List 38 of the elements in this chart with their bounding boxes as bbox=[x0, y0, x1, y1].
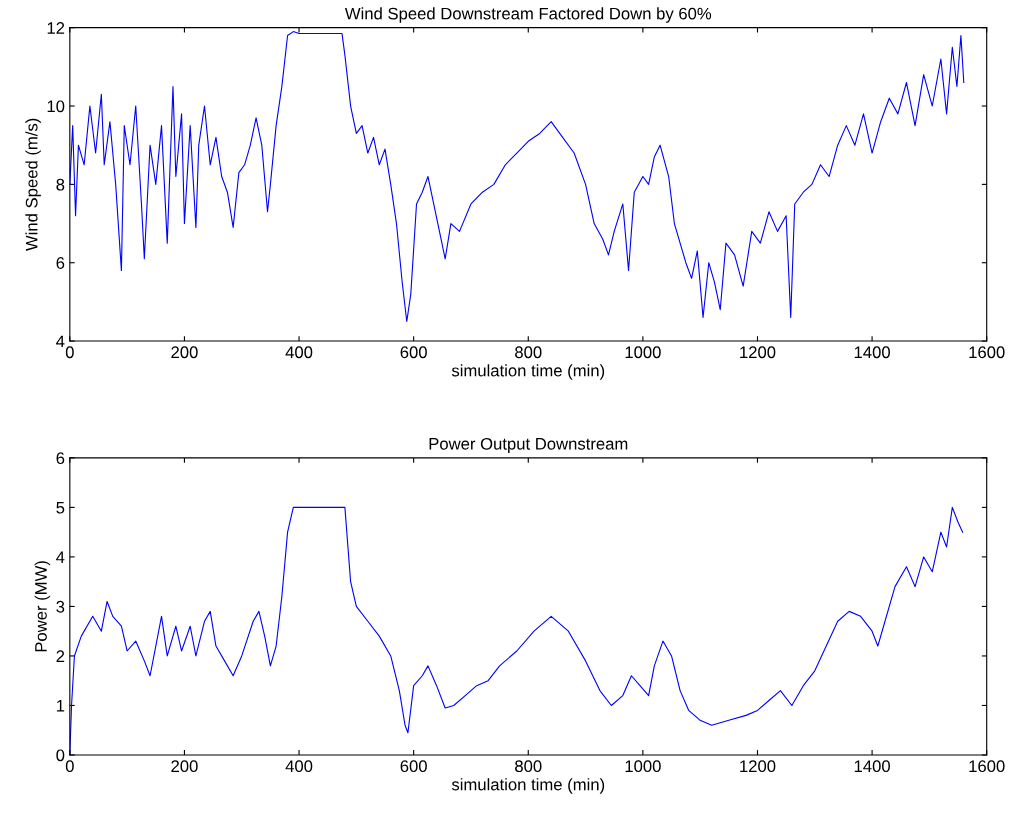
line-series bbox=[69, 506, 964, 755]
y-axis-title: Wind Speed (m/s) bbox=[25, 118, 41, 251]
chart-title: Wind Speed Downstream Factored Down by 60% bbox=[344, 7, 712, 23]
y-tick-label: 0 bbox=[56, 749, 65, 762]
x-tick-label: 400 bbox=[285, 760, 313, 773]
y-tick-label: 10 bbox=[47, 100, 65, 113]
y-tick-label: 8 bbox=[56, 178, 65, 191]
y-tick-label: 3 bbox=[56, 600, 65, 613]
chart-title: Power Output Downstream bbox=[429, 437, 628, 453]
x-tick-label: 0 bbox=[65, 346, 74, 359]
y-tick-label: 12 bbox=[47, 22, 65, 34]
y-tick-label: 6 bbox=[56, 257, 65, 269]
x-tick-label: 1200 bbox=[740, 760, 776, 773]
x-tick-label: 1200 bbox=[740, 346, 776, 359]
x-axis-title: simulation time (min) bbox=[451, 364, 605, 380]
x-tick-label: 600 bbox=[400, 346, 427, 359]
y-tick-label: 4 bbox=[56, 551, 65, 563]
y-tick-label: 4 bbox=[56, 335, 65, 348]
x-tick-label: 0 bbox=[65, 760, 74, 773]
x-tick-label: 1000 bbox=[625, 760, 661, 773]
y-tick-label: 1 bbox=[56, 700, 65, 712]
x-tick-label: 800 bbox=[515, 346, 542, 359]
x-tick-label: 1400 bbox=[854, 346, 890, 359]
x-tick-label: 1600 bbox=[969, 346, 1005, 359]
x-tick-label: 200 bbox=[171, 760, 198, 773]
y-tick-label: 2 bbox=[56, 650, 65, 662]
x-tick-label: 800 bbox=[515, 760, 542, 773]
x-tick-label: 1000 bbox=[625, 346, 661, 359]
y-axis-title: Power (MW) bbox=[34, 561, 51, 652]
line-series bbox=[69, 31, 965, 323]
x-tick-label: 1600 bbox=[969, 760, 1005, 773]
x-tick-label: 1400 bbox=[854, 760, 890, 773]
x-axis-title: simulation time (min) bbox=[451, 778, 605, 794]
y-tick-label: 5 bbox=[56, 501, 65, 514]
x-tick-label: 600 bbox=[400, 760, 427, 773]
x-tick-label: 200 bbox=[171, 346, 198, 359]
y-tick-label: 6 bbox=[56, 452, 65, 465]
x-tick-label: 400 bbox=[285, 346, 313, 359]
